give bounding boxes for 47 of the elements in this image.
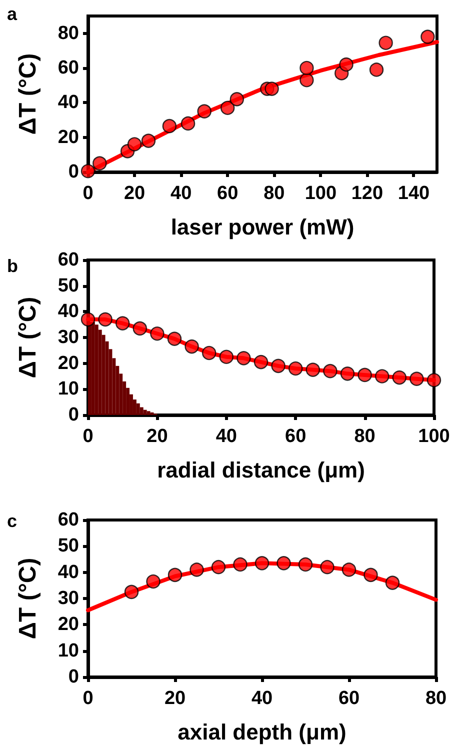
y-tick-label: 30 — [58, 327, 79, 348]
y-tick-label: 0 — [68, 404, 79, 426]
x-tick-label: 80 — [354, 426, 376, 447]
chart-title: a — [7, 4, 18, 24]
x-axis-title: axial depth (μm) — [178, 720, 346, 744]
y-tick-label: 30 — [58, 588, 79, 609]
y-tick-label: 50 — [58, 275, 79, 296]
chart-title: b — [7, 256, 18, 276]
x-tick-label: 140 — [398, 183, 430, 204]
y-tick-label: 60 — [58, 250, 79, 270]
y-tick-label: 40 — [58, 92, 79, 114]
x-tick-label: 60 — [285, 426, 306, 447]
x-tick-label: 20 — [146, 426, 168, 447]
y-tick-label: 20 — [58, 126, 79, 148]
x-tick-label: 100 — [418, 426, 450, 447]
x-tick-label: 40 — [251, 688, 273, 709]
x-tick-label: 0 — [82, 183, 94, 204]
y-tick-label: 60 — [58, 510, 79, 530]
y-tick-label: 0 — [68, 162, 79, 182]
y-tick-label: 10 — [58, 640, 79, 662]
y-tick-label: 50 — [58, 536, 79, 557]
chart-title: c — [7, 511, 18, 531]
x-tick-label: 100 — [304, 183, 337, 204]
y-axis-title: ΔT (°C) — [14, 296, 42, 378]
y-tick-label: 10 — [58, 378, 79, 400]
x-tick-label: 40 — [216, 426, 237, 447]
x-tick-label: 120 — [351, 183, 384, 204]
x-tick-label: 0 — [82, 688, 94, 709]
y-tick-label: 40 — [58, 562, 79, 583]
x-axis-title: radial distance (μm) — [157, 458, 365, 482]
x-tick-label: 80 — [425, 688, 447, 709]
y-tick-label: 80 — [58, 22, 79, 44]
y-axis-title: ΔT (°C) — [14, 53, 42, 135]
x-axis-title: laser power (mW) — [170, 214, 354, 240]
y-tick-label: 60 — [58, 58, 79, 78]
y-tick-label: 40 — [58, 301, 79, 322]
y-tick-label: 20 — [58, 614, 79, 636]
x-tick-label: 60 — [338, 688, 360, 709]
x-tick-label: 60 — [217, 183, 238, 204]
y-axis-title: ΔT (°C) — [14, 558, 42, 640]
y-tick-label: 20 — [58, 352, 79, 374]
x-tick-label: 80 — [264, 183, 285, 204]
y-tick-label: 0 — [68, 666, 79, 688]
x-tick-label: 20 — [124, 183, 146, 204]
x-tick-label: 20 — [164, 688, 186, 709]
x-tick-label: 0 — [82, 426, 94, 447]
x-tick-label: 40 — [170, 183, 192, 204]
